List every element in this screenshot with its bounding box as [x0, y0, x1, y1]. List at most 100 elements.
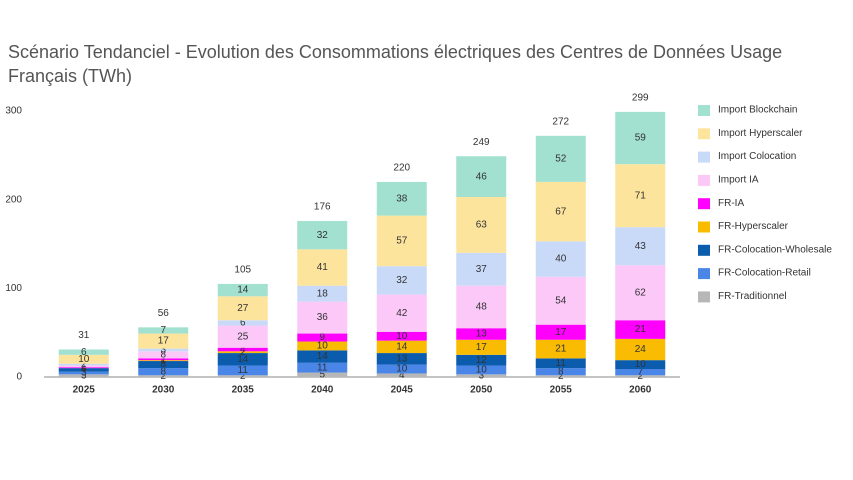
data-label: 59 — [635, 133, 647, 144]
data-label: 62 — [635, 287, 647, 298]
bar-segment — [217, 375, 268, 377]
legend-label: Import Hyperscaler — [718, 128, 803, 139]
data-label: 3 — [81, 370, 87, 381]
legend-swatch — [698, 151, 710, 163]
bar-segment — [456, 339, 507, 355]
legend-swatch — [698, 105, 710, 116]
bar-segment — [456, 285, 507, 329]
data-label: 2 — [81, 359, 87, 370]
data-label: 1 — [81, 362, 87, 373]
data-label: 10 — [476, 365, 488, 376]
bar-segment — [58, 363, 109, 366]
data-label: 32 — [317, 230, 329, 241]
data-label: 0 — [81, 363, 87, 374]
data-label: 17 — [476, 342, 488, 353]
data-label: 14 — [237, 285, 249, 296]
bar-segment — [456, 252, 507, 286]
data-label: 8 — [160, 359, 166, 370]
data-label: 9 — [319, 332, 325, 343]
bar-segment — [217, 365, 268, 376]
bar-segment — [376, 364, 427, 374]
data-label: 8 — [160, 366, 166, 377]
bar-segment — [456, 156, 507, 198]
bar-segment — [615, 375, 666, 377]
data-label: 43 — [635, 241, 647, 252]
data-label: 5 — [319, 369, 325, 380]
data-label: 18 — [317, 288, 329, 299]
bar-segment — [535, 375, 586, 377]
bar-segment — [297, 249, 348, 286]
bar-segment — [535, 181, 586, 242]
data-label: 46 — [476, 171, 488, 182]
data-label: 2 — [240, 347, 246, 358]
data-label: 10 — [396, 364, 408, 375]
data-label: 54 — [555, 295, 567, 306]
bar-segment — [297, 372, 348, 377]
data-label: 1 — [160, 355, 166, 366]
data-label: 67 — [555, 206, 567, 217]
bar-segment — [456, 197, 507, 253]
bar-segment — [535, 276, 586, 325]
bar-segment — [58, 349, 109, 355]
total-label: 249 — [473, 137, 490, 148]
data-label: 37 — [476, 264, 488, 275]
bar-segment — [297, 350, 348, 363]
bar-segment — [58, 367, 109, 369]
bar-segment — [615, 320, 666, 339]
bar-segment — [297, 362, 348, 373]
data-label: 41 — [317, 262, 329, 273]
bar-segment — [217, 296, 268, 321]
x-tick-label: 2035 — [232, 385, 255, 396]
bar-segment — [535, 135, 586, 182]
data-label: 24 — [635, 344, 647, 355]
data-label: 14 — [396, 341, 408, 352]
data-label: 12 — [476, 355, 488, 366]
data-label: 2 — [160, 354, 166, 365]
legend-swatch — [698, 291, 710, 303]
bar-segment — [138, 361, 189, 369]
bar-segment — [456, 354, 507, 366]
legend-label: FR-Colocation-Retail — [718, 268, 811, 279]
data-label: 36 — [317, 312, 329, 323]
bar-segment — [456, 374, 507, 377]
bar-segment — [217, 283, 268, 297]
data-label: 52 — [555, 154, 567, 165]
total-label: 176 — [314, 202, 331, 213]
bar-segment — [376, 294, 427, 332]
data-label: 2 — [160, 371, 166, 382]
bar-segment — [138, 360, 189, 362]
bar-segment — [456, 365, 507, 375]
data-label: 10 — [396, 331, 408, 342]
x-tick-label: 2030 — [152, 385, 175, 396]
data-label: 2 — [81, 361, 87, 372]
legend-swatch — [698, 268, 710, 280]
x-tick-label: 2055 — [550, 385, 573, 396]
bar-segment — [138, 348, 189, 352]
y-tick-label: 300 — [5, 106, 22, 117]
legend-label: Import Blockchain — [718, 105, 797, 116]
data-label: 3 — [160, 345, 166, 356]
bar-segment — [535, 368, 586, 376]
x-tick-label: 2045 — [391, 385, 414, 396]
data-label: 13 — [476, 329, 488, 340]
data-label: 3 — [478, 370, 484, 381]
data-label: 11 — [317, 362, 328, 373]
bar-segment — [297, 220, 348, 250]
data-label: 6 — [81, 347, 87, 358]
bar-segment — [376, 331, 427, 341]
data-label: 57 — [396, 236, 408, 247]
legend-swatch — [698, 244, 710, 256]
data-label: 10 — [635, 359, 647, 370]
data-label: 6 — [240, 318, 246, 329]
bar-segment — [217, 351, 268, 354]
bar-segment — [217, 353, 268, 366]
bar-segment — [58, 368, 109, 372]
data-label: 11 — [556, 358, 567, 369]
bar-segment — [297, 333, 348, 342]
bar-segment — [138, 333, 189, 349]
data-label: 10 — [78, 354, 90, 365]
legend-label: Import IA — [718, 175, 759, 186]
data-label: 63 — [476, 220, 488, 231]
bar-segment — [535, 241, 586, 277]
